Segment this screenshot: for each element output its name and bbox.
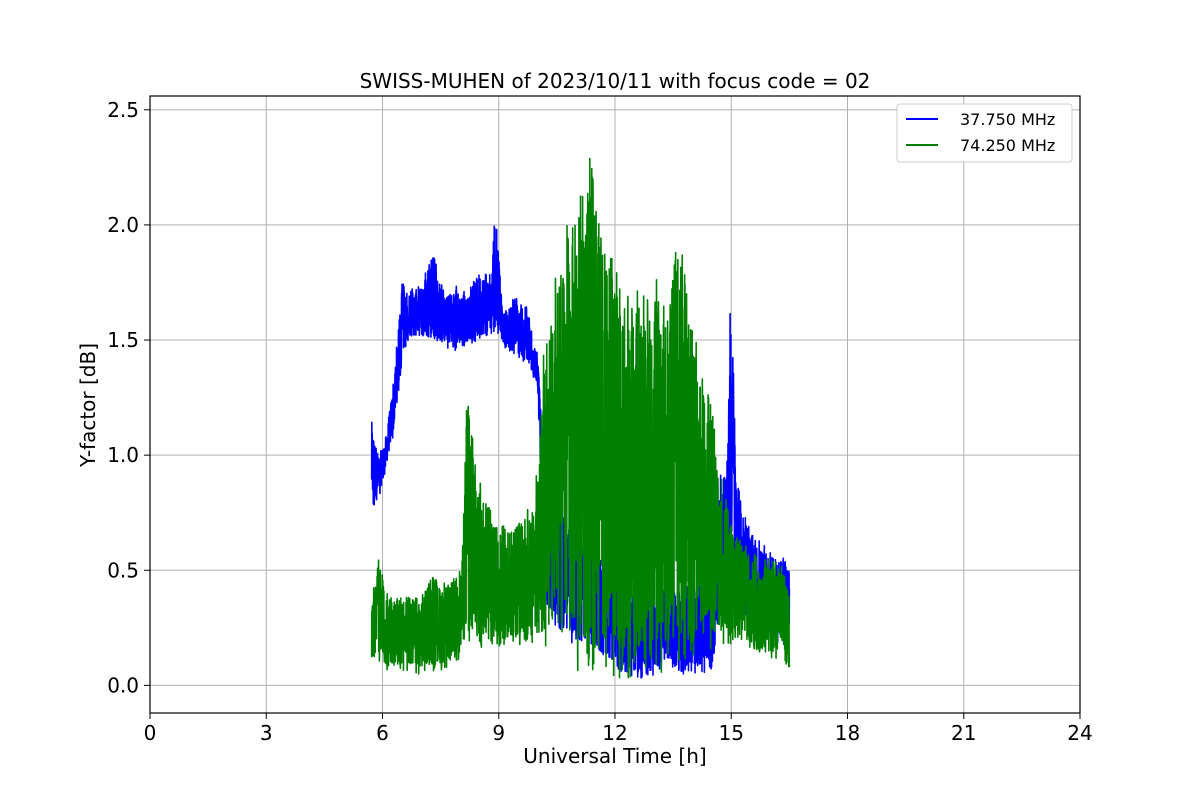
x-ticks: 0 3 6 9 12 15 18 21 24 (144, 713, 1093, 745)
x-tick-label: 12 (602, 721, 627, 745)
x-tick-label: 0 (144, 721, 157, 745)
series-layer (370, 157, 791, 679)
y-tick-label: 1.5 (107, 328, 139, 352)
y-axis-label: Y-factor [dB] (76, 343, 100, 468)
x-tick-label: 3 (260, 721, 273, 745)
x-tick-label: 18 (835, 721, 860, 745)
x-tick-label: 6 (376, 721, 389, 745)
legend-label-37750: 37.750 MHz (960, 110, 1055, 129)
x-tick-label: 21 (951, 721, 976, 745)
legend-label-74250: 74.250 MHz (960, 136, 1055, 155)
x-tick-label: 9 (492, 721, 505, 745)
y-tick-label: 0.0 (107, 673, 139, 697)
y-tick-label: 1.0 (107, 443, 139, 467)
chart-title: SWISS-MUHEN of 2023/10/11 with focus cod… (360, 69, 871, 93)
y-tick-label: 2.5 (107, 98, 139, 122)
y-ticks: 0.0 0.5 1.0 1.5 2.0 2.5 (107, 98, 150, 697)
x-tick-label: 15 (719, 721, 744, 745)
y-tick-label: 2.0 (107, 213, 139, 237)
series-line-74250 (370, 157, 791, 679)
legend: 37.750 MHz 74.250 MHz (896, 103, 1073, 163)
legend-box (896, 103, 1073, 163)
x-axis-label: Universal Time [h] (523, 744, 706, 768)
x-tick-label: 24 (1067, 721, 1092, 745)
y-tick-label: 0.5 (107, 558, 139, 582)
